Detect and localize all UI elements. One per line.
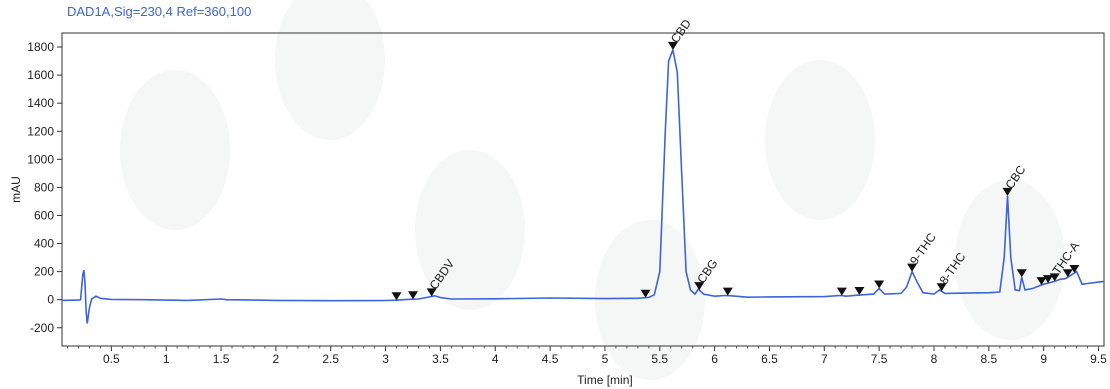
watermark-shape	[955, 180, 1065, 340]
y-tick-label: 800	[34, 180, 54, 194]
peak-marker	[391, 292, 402, 301]
signal-line	[61, 46, 1105, 324]
x-tick-label: 3.5	[432, 352, 449, 366]
x-axis-label: Time [min]	[577, 373, 633, 387]
y-tick-label: 200	[34, 265, 54, 279]
peak-marker	[1036, 277, 1047, 286]
peak-marker	[836, 287, 847, 296]
x-tick-label: 1	[163, 352, 170, 366]
peak-label: CBG	[694, 257, 720, 286]
x-tick-label: 0.5	[103, 352, 120, 366]
y-axis-label: mAU	[9, 176, 23, 203]
peak-marker	[1069, 265, 1080, 274]
y-tick-label: 1800	[27, 40, 54, 54]
peak-marker	[936, 283, 947, 292]
x-tick-label: 7	[821, 352, 828, 366]
peak-marker	[1043, 275, 1054, 284]
watermark-shape	[415, 150, 525, 310]
background-watermark	[120, 0, 1065, 380]
x-tick-label: 7.5	[871, 352, 888, 366]
watermark-shape	[275, 0, 385, 140]
x-tick-label: 6	[711, 352, 718, 366]
peak-marker	[1062, 269, 1073, 278]
x-tick-label: 4	[492, 352, 499, 366]
peak-marker	[426, 288, 437, 297]
peak-marker	[640, 289, 651, 298]
x-axis: 0.5 1 1.5 2 2.5 3 3.5 4 4.5 5 5.5 6 6.5 7 7.5 8 8.5 9 9.5	[66, 346, 1107, 366]
y-tick-label: 1000	[27, 152, 54, 166]
peak-marker	[907, 263, 918, 272]
y-tick-label: 600	[34, 208, 54, 222]
peak-markers	[391, 41, 1080, 301]
y-tick-label: 1200	[27, 124, 54, 138]
x-tick-label: 4.5	[542, 352, 559, 366]
peak-marker	[407, 291, 418, 300]
peak-marker	[854, 287, 865, 296]
x-tick-label: 3	[382, 352, 389, 366]
peak-marker	[1049, 273, 1060, 282]
peak-marker	[722, 287, 733, 296]
x-tick-label: 5.5	[651, 352, 668, 366]
watermark-shape	[765, 60, 875, 220]
chart-title: DAD1A,Sig=230,4 Ref=360,100	[67, 4, 252, 19]
y-tick-label: 1600	[27, 68, 54, 82]
watermark-shape	[595, 220, 705, 380]
x-tick-label: 5	[602, 352, 609, 366]
x-tick-label: 9	[1040, 352, 1047, 366]
y-tick-label: 400	[34, 237, 54, 251]
x-tick-label: 1.5	[213, 352, 230, 366]
peak-label: CBD	[668, 17, 694, 46]
peak-marker	[667, 41, 678, 50]
peak-marker	[874, 280, 885, 289]
peak-marker	[694, 282, 705, 291]
x-tick-label: 8	[931, 352, 938, 366]
y-tick-label: 0	[47, 293, 54, 307]
x-tick-label: 2	[273, 352, 280, 366]
x-tick-label: 6.5	[761, 352, 778, 366]
x-tick-label: 8.5	[980, 352, 997, 366]
x-tick-label: 2.5	[322, 352, 339, 366]
peak-marker	[1002, 187, 1013, 196]
y-tick-label: -200	[30, 321, 54, 335]
peak-marker	[1016, 269, 1027, 278]
x-tick-label: 9.5	[1090, 352, 1107, 366]
y-tick-label: 1400	[27, 96, 54, 110]
watermark-shape	[120, 70, 230, 230]
y-axis: -200 0 200 400 600 800 1000 1200 1400 1600 1800	[27, 40, 62, 335]
peak-label: 9-THC	[907, 230, 939, 267]
